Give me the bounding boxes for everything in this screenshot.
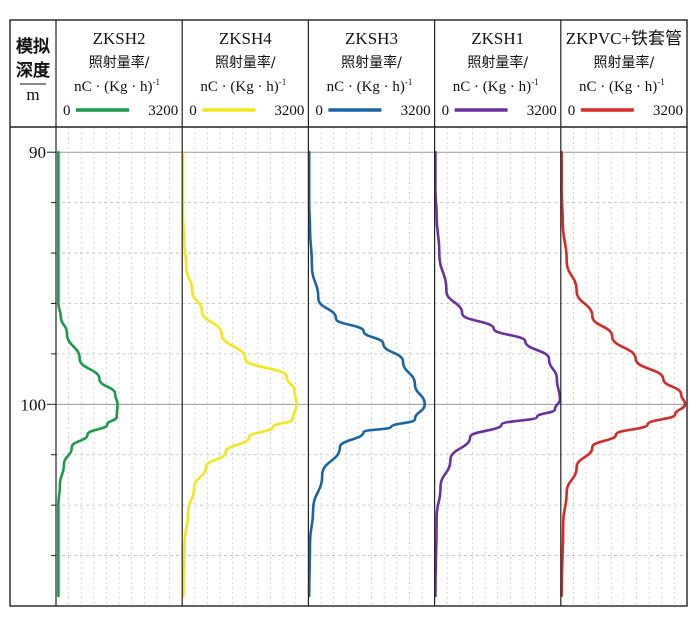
track-unit: nC · (Kg · h)-1: [200, 77, 286, 95]
track-header-4: ZKSH1 照射量率/nC · (Kg · h)-10 3200: [442, 29, 557, 119]
track-unit: nC · (Kg · h)-1: [579, 77, 665, 95]
track-range-max: 3200: [274, 103, 304, 119]
depth-label-line2: 深度: [16, 60, 51, 81]
track-quantity: 照射量率/: [594, 54, 655, 71]
track-unit: nC · (Kg · h)-1: [327, 77, 413, 95]
axis-layer: 90 100: [21, 143, 56, 557]
track-unit: nC · (Kg · h)-1: [74, 77, 160, 95]
track-range-min: 0: [442, 103, 450, 119]
track-quantity: 照射量率/: [89, 54, 150, 71]
grid-layer: [56, 127, 687, 606]
depth-label-line1: 模拟: [16, 36, 50, 57]
track-title: ZKSH3: [345, 29, 398, 48]
chart-frame: [9, 19, 688, 607]
track-range-min: 0: [568, 103, 576, 119]
track-range-max: 3200: [527, 103, 557, 119]
track-range-min: 0: [63, 103, 71, 119]
track-range-min: 0: [189, 103, 197, 119]
track-title: ZKSH4: [219, 29, 272, 48]
track-quantity: 照射量率/: [341, 54, 402, 71]
frame-layer: [9, 19, 688, 607]
track-title: ZKSH2: [93, 29, 146, 48]
curve-layer: [57, 150, 687, 598]
series-curve-1: [57, 150, 119, 598]
track-header-3: ZKSH3 照射量率/nC · (Kg · h)-10 3200: [315, 29, 430, 119]
depth-tick-label: 100: [21, 395, 47, 414]
track-unit: nC · (Kg · h)-1: [453, 77, 539, 95]
track-header-1: ZKSH2 照射量率/nC · (Kg · h)-10 3200: [63, 29, 178, 119]
track-title: ZKSH1: [471, 29, 524, 48]
track-range-max: 3200: [401, 103, 431, 119]
series-curve-4: [434, 150, 562, 598]
series-curve-3: [307, 150, 426, 598]
track-range-min: 0: [315, 103, 323, 119]
track-range-max: 3200: [653, 103, 683, 119]
depth-tick-label: 90: [29, 143, 46, 162]
track-quantity: 照射量率/: [215, 54, 276, 71]
depth-unit: m: [26, 85, 39, 104]
track-title: ZKPVC+铁套管: [566, 29, 682, 48]
series-curve-2: [181, 150, 298, 598]
track-header-2: ZKSH4 照射量率/nC · (Kg · h)-10 3200: [189, 29, 304, 119]
series-curve-5: [560, 150, 687, 598]
track-quantity: 照射量率/: [467, 54, 528, 71]
track-range-max: 3200: [148, 103, 178, 119]
